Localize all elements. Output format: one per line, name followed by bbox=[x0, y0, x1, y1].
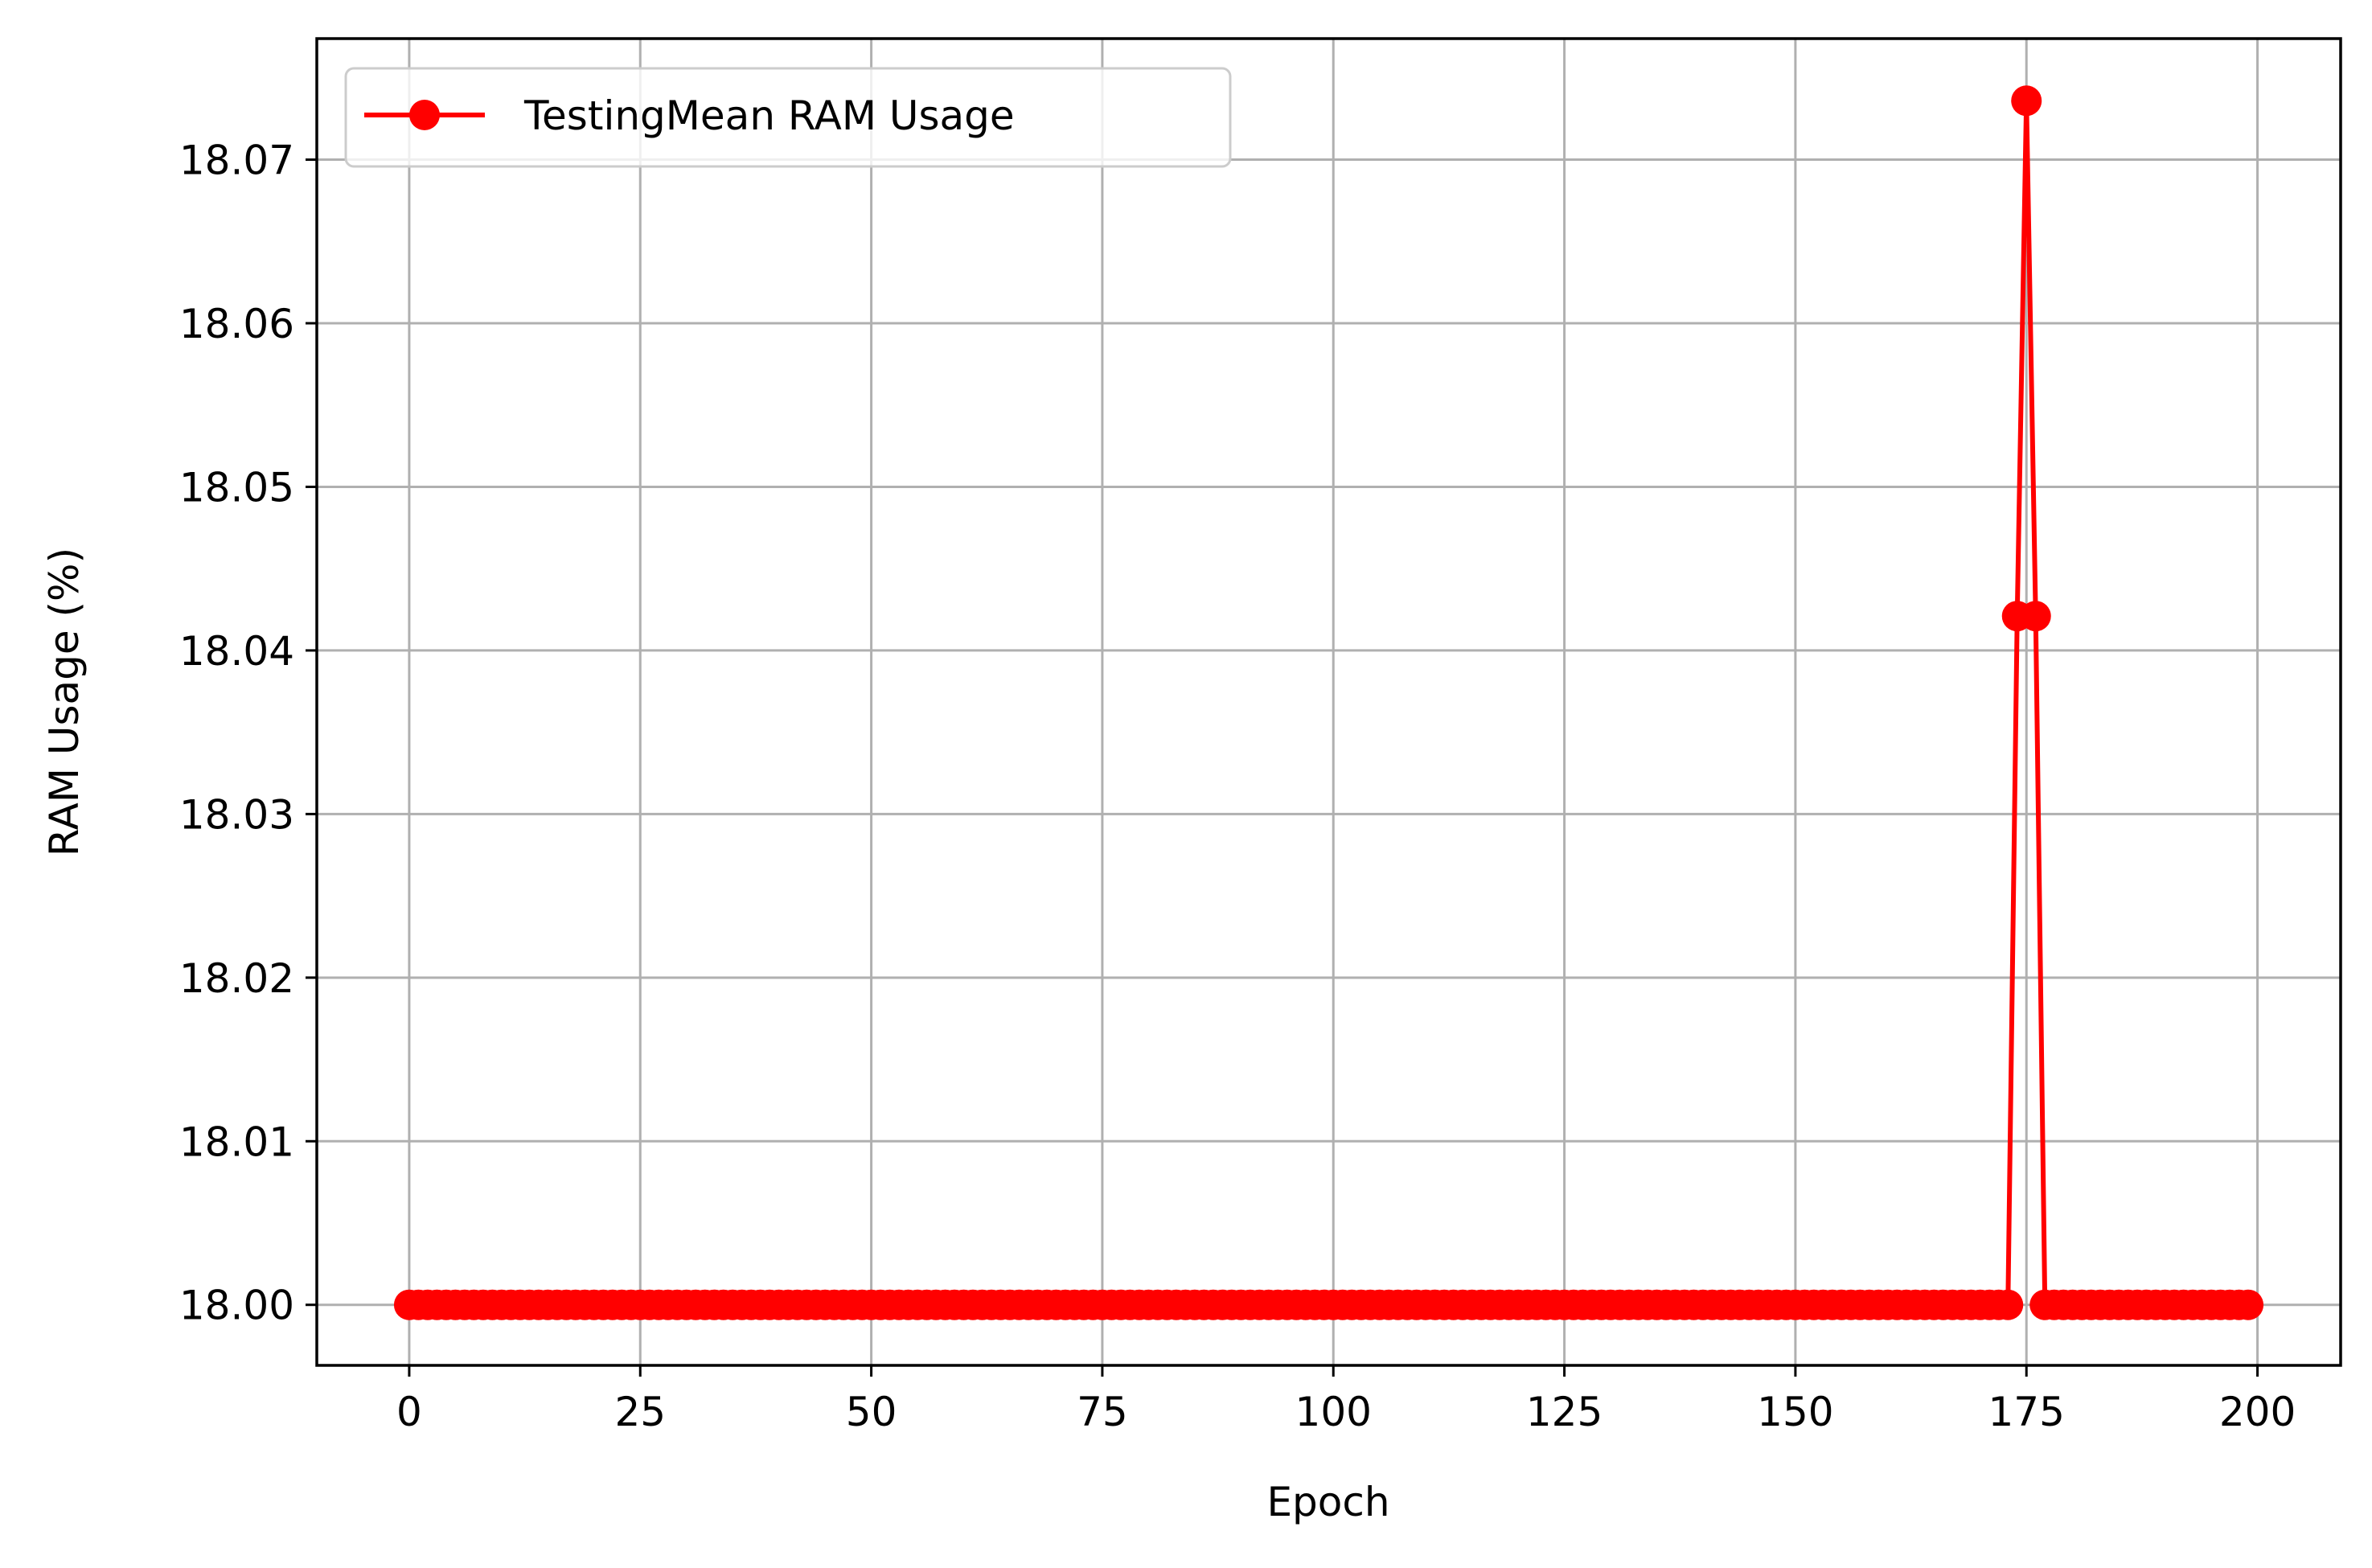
y-tick-label: 18.00 bbox=[179, 1283, 294, 1329]
series-layer bbox=[393, 85, 2264, 1320]
x-tick-label: 100 bbox=[1295, 1389, 1372, 1435]
data-point bbox=[1992, 1289, 2024, 1320]
x-tick-label: 0 bbox=[396, 1389, 422, 1435]
y-tick-label: 18.02 bbox=[179, 955, 294, 1002]
y-tick-label: 18.01 bbox=[179, 1119, 294, 1165]
legend: TestingMean RAM Usage bbox=[344, 67, 1232, 168]
x-axis-ticks: 0 25 50 75 100 125 150 175 200 bbox=[396, 1365, 2296, 1435]
y-tick-label: 18.04 bbox=[179, 628, 294, 675]
y-tick-label: 18.06 bbox=[179, 301, 294, 347]
legend-label: TestingMean RAM Usage bbox=[523, 92, 1015, 139]
x-tick-label: 25 bbox=[614, 1389, 666, 1435]
x-tick-label: 50 bbox=[846, 1389, 897, 1435]
y-tick-label: 18.05 bbox=[179, 464, 294, 511]
y-axis-label: RAM Usage (%) bbox=[41, 548, 88, 856]
x-tick-label: 125 bbox=[1526, 1389, 1603, 1435]
data-point bbox=[2233, 1289, 2264, 1320]
y-tick-label: 18.07 bbox=[179, 138, 294, 184]
x-axis-label: Epoch bbox=[1266, 1479, 1389, 1525]
y-axis-ticks: 18.00 18.01 18.02 18.03 18.04 18.05 18.06 18.07 bbox=[179, 138, 317, 1329]
legend-frame bbox=[344, 67, 1232, 168]
x-tick-label: 200 bbox=[2219, 1389, 2296, 1435]
x-tick-label: 150 bbox=[1757, 1389, 1833, 1435]
data-point bbox=[2011, 85, 2042, 117]
plot-frame bbox=[315, 37, 2342, 1367]
data-point bbox=[2020, 601, 2051, 632]
x-tick-label: 175 bbox=[1988, 1389, 2065, 1435]
legend-marker-swatch bbox=[409, 100, 440, 130]
x-tick-label: 75 bbox=[1077, 1389, 1128, 1435]
y-tick-label: 18.03 bbox=[179, 791, 294, 838]
